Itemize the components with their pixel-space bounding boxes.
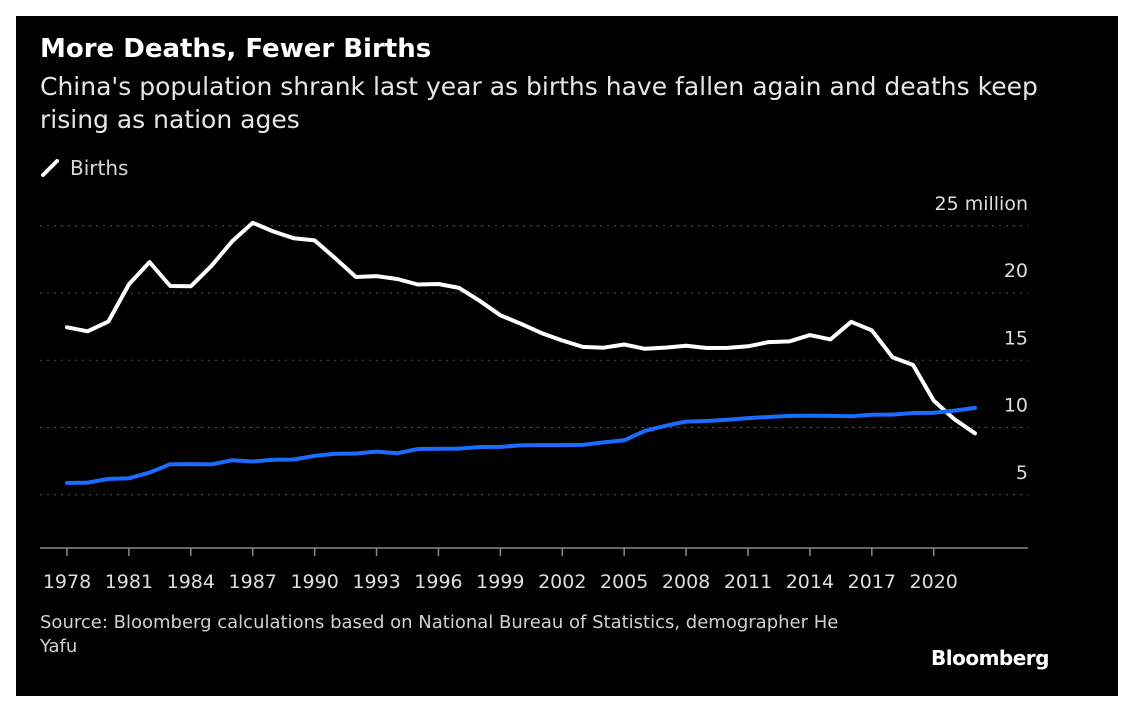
y-tick-label-10: 10 [1004,395,1028,417]
x-tick-label-1984: 1984 [167,571,215,593]
x-tick-label-1987: 1987 [229,571,277,593]
source-note: Source: Bloomberg calculations based on … [40,612,839,657]
chart-title: More Deaths, Fewer Births [40,34,432,64]
x-tick-label-2014: 2014 [786,571,834,593]
x-tick-label-1999: 1999 [476,571,524,593]
x-tick-label-2005: 2005 [600,571,648,593]
y-tick-label-25: 25 million [934,193,1028,215]
x-tick-label-1996: 1996 [414,571,462,593]
chart-panel: More Deaths, Fewer Births China's popula… [16,16,1118,696]
legend: Births [40,156,128,180]
births-line [65,220,977,436]
chart-subtitle: China's population shrank last year as b… [40,72,1038,134]
legend-label-births: Births [70,156,129,180]
x-tick-label-2011: 2011 [724,571,772,593]
bloomberg-logo: Bloomberg [931,646,1049,670]
x-tick-label-1993: 1993 [352,571,400,593]
y-tick-label-15: 15 [1004,327,1028,349]
y-tick-label-20: 20 [1004,260,1028,282]
x-tick-label-2017: 2017 [848,571,896,593]
births-legend-swatch [41,159,59,177]
x-tick-label-1978: 1978 [43,571,91,593]
x-tick-label-2020: 2020 [910,571,958,593]
y-tick-label-5: 5 [1016,462,1028,484]
x-tick-label-2002: 2002 [538,571,586,593]
x-tick-label-1990: 1990 [290,571,338,593]
deaths-line [65,405,977,485]
x-tick-label-2008: 2008 [662,571,710,593]
x-tick-label-1981: 1981 [105,571,153,593]
